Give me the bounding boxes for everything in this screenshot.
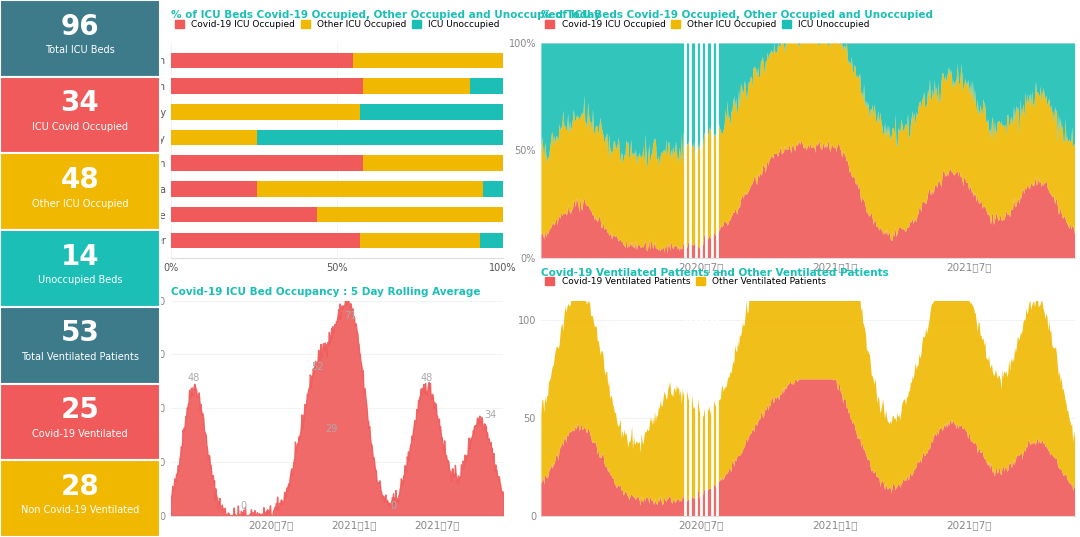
Text: % of ICU Beds Covid-19 Occupied, Other Occupied and Unoccupied Today: % of ICU Beds Covid-19 Occupied, Other O…	[171, 10, 600, 20]
Bar	[171, 156, 364, 171]
Text: Non Covid-19 Ventilated: Non Covid-19 Ventilated	[21, 505, 139, 516]
Legend: Covid-19 Ventilated Patients, Other Ventilated Patients: Covid-19 Ventilated Patients, Other Vent…	[545, 277, 826, 286]
Bar	[171, 181, 257, 197]
Bar	[257, 181, 483, 197]
Text: 0: 0	[391, 502, 396, 511]
Text: Unoccupied Beds: Unoccupied Beds	[38, 275, 122, 285]
Bar	[257, 130, 503, 145]
Text: 28: 28	[60, 473, 99, 501]
Text: 29: 29	[326, 424, 338, 434]
Text: 53: 53	[60, 320, 99, 347]
Bar	[171, 233, 360, 248]
Bar	[364, 156, 503, 171]
Bar	[171, 104, 360, 120]
Bar	[316, 207, 503, 222]
Text: Covid-19 Ventilated: Covid-19 Ventilated	[32, 429, 127, 439]
Text: 14: 14	[60, 243, 99, 271]
Bar	[171, 130, 257, 145]
Bar	[171, 207, 316, 222]
Text: 48: 48	[188, 373, 200, 382]
Text: Total ICU Beds: Total ICU Beds	[45, 45, 114, 55]
Bar	[480, 233, 503, 248]
Bar	[353, 53, 503, 68]
Text: % of ICU Beds Covid-19 Occupied, Other Occupied and Unoccupied: % of ICU Beds Covid-19 Occupied, Other O…	[541, 10, 933, 20]
Bar	[171, 78, 364, 94]
Bar	[171, 53, 353, 68]
Text: ICU Covid Occupied: ICU Covid Occupied	[32, 122, 127, 132]
Bar	[360, 233, 480, 248]
Bar	[360, 104, 503, 120]
Text: 48: 48	[60, 166, 99, 194]
Text: 34: 34	[484, 410, 496, 420]
Legend: Covid-19 ICU Occupied, Other ICU Occupied, ICU Unoccupied: Covid-19 ICU Occupied, Other ICU Occupie…	[175, 19, 499, 28]
Text: Total Ventilated Patients: Total Ventilated Patients	[21, 352, 139, 362]
Text: 0: 0	[241, 502, 247, 511]
Legend: Covid-19 ICU Occupied, Other ICU Occupied, ICU Unoccupied: Covid-19 ICU Occupied, Other ICU Occupie…	[545, 19, 869, 28]
Text: 34: 34	[60, 89, 99, 117]
Text: Other ICU Occupied: Other ICU Occupied	[31, 199, 129, 208]
Text: Covid-19 ICU Bed Occupancy : 5 Day Rolling Average: Covid-19 ICU Bed Occupancy : 5 Day Rolli…	[171, 287, 481, 297]
Text: Covid-19 Ventilated Patients and Other Ventilated Patients: Covid-19 Ventilated Patients and Other V…	[541, 268, 889, 278]
Text: 25: 25	[60, 396, 99, 424]
Bar	[364, 78, 470, 94]
Bar	[483, 181, 503, 197]
Bar	[470, 78, 503, 94]
Text: 71: 71	[345, 311, 356, 321]
Text: 96: 96	[60, 12, 99, 40]
Text: 52: 52	[311, 362, 323, 372]
Text: 48: 48	[421, 373, 433, 382]
